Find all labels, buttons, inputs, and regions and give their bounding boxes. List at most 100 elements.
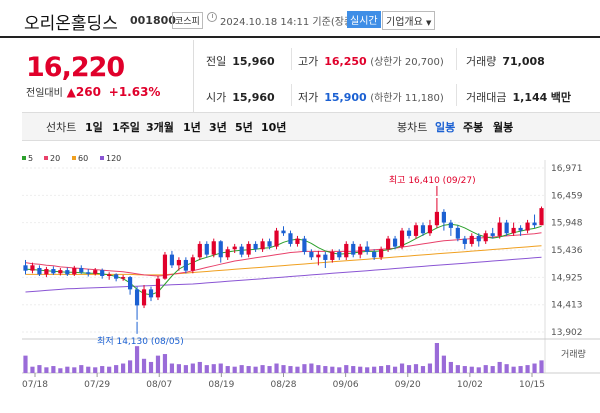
low-price: 저가 15,900 (하한가 11,180) [298, 89, 444, 105]
volume-bar [420, 366, 426, 373]
high-value: 16,250 [324, 55, 367, 68]
volume-bar [232, 366, 237, 373]
candle-body [100, 270, 105, 276]
volume-bar [386, 365, 391, 373]
volume-bar [93, 367, 98, 373]
volume-bar [406, 365, 412, 373]
volume-bar [30, 366, 35, 373]
candlesticks [23, 197, 544, 320]
tab-candle-monthly[interactable]: 월봉 [493, 121, 514, 134]
candle-body [497, 222, 502, 236]
candle-body [399, 230, 405, 247]
amount-label: 거래대금 [466, 91, 507, 104]
volume-bar [392, 366, 398, 373]
candle-body [330, 251, 335, 260]
y-axis: 16,971 16,459 15,948 15,436 14,925 14,413 13,9… [551, 164, 583, 338]
tab-candle-weekly[interactable]: 주봉 [463, 121, 484, 134]
upper-limit: (상한가 20,700) [370, 57, 444, 68]
prev-close-value: 15,960 [232, 55, 275, 68]
company-name[interactable]: 오리온홀딩스 [24, 14, 118, 34]
candle-body [511, 227, 516, 234]
candle-body [379, 249, 384, 258]
candle-body [23, 265, 28, 271]
volume-bar [330, 366, 335, 373]
candle-body [469, 235, 474, 244]
volume-bar [309, 363, 314, 373]
candle-body [65, 270, 70, 275]
high-label: 고가 [298, 55, 319, 68]
amount-unit: 백만 [550, 91, 572, 104]
candle-body [204, 243, 209, 255]
high-annotation: 최고 16,410 (09/27) [389, 175, 476, 186]
volume-bar [483, 365, 488, 373]
volume-bar [532, 363, 537, 373]
volume-bar [316, 365, 321, 373]
candle-body [274, 230, 279, 247]
volume-bar [23, 355, 28, 373]
volume-bar [539, 360, 544, 373]
tab-range-1d[interactable]: 1일 [85, 121, 103, 134]
volume-bar [107, 366, 112, 373]
x-tick-label: 10/15 [519, 380, 545, 390]
candle-body [386, 238, 391, 250]
x-tick-label: 09/20 [395, 380, 421, 390]
volume-bar [476, 367, 481, 373]
candle-body [114, 274, 119, 279]
up-arrow-icon: ▲ [66, 85, 76, 99]
volume-bar [190, 363, 195, 373]
candle-body [211, 241, 216, 255]
candle-body [253, 243, 258, 250]
y-tick-label: 14,925 [551, 273, 583, 283]
prev-close: 전일 15,960 [206, 53, 275, 69]
candle-body [295, 238, 300, 244]
candle-body [288, 233, 293, 244]
candle-body [309, 251, 314, 258]
volume-bar [448, 361, 453, 373]
candle-body [72, 267, 77, 275]
tab-range-5y[interactable]: 5년 [235, 121, 253, 134]
candle-body [37, 267, 42, 275]
candle-body [148, 289, 154, 298]
stock-code: 001800 [130, 14, 176, 27]
realtime-button[interactable]: 실시간 [347, 11, 381, 28]
legend-swatch [72, 156, 76, 160]
candle-body [225, 249, 230, 258]
tab-candle-daily[interactable]: 일봉 [435, 121, 456, 134]
company-overview-button[interactable]: 기업개요 ▼ [382, 11, 436, 30]
candle-body [455, 227, 460, 239]
volume-bar [148, 361, 154, 373]
volume-bar [204, 365, 209, 373]
tab-range-1w[interactable]: 1주일 [112, 121, 140, 134]
tab-range-1y[interactable]: 1년 [183, 121, 201, 134]
tab-range-3y[interactable]: 3년 [209, 121, 227, 134]
price-change: 전일대비 ▲260 +1.63% [26, 84, 160, 99]
change-amount: 260 [75, 85, 101, 99]
candle-body [358, 246, 363, 255]
x-tick-label: 10/02 [457, 380, 483, 390]
price-box: 16,220 전일대비 ▲260 +1.63% [22, 40, 192, 112]
volume-bar [295, 366, 300, 373]
volume-bar [497, 361, 502, 373]
high-price: 고가 16,250 (상한가 20,700) [298, 53, 444, 69]
candle-body [155, 278, 161, 298]
volume-bar [79, 365, 84, 373]
candle-body [434, 211, 440, 226]
volume-bar [253, 366, 258, 373]
x-tick-label: 07/29 [84, 380, 110, 390]
tab-range-3m[interactable]: 3개월 [146, 121, 174, 134]
volume-bar [379, 366, 384, 373]
candle-body [93, 270, 98, 274]
x-tick-label: 08/28 [271, 380, 297, 390]
candle-body [183, 259, 188, 271]
candle-body [232, 246, 237, 250]
volume-bar [469, 366, 474, 373]
candle-body [141, 289, 147, 306]
candle-body [504, 222, 509, 234]
tab-range-10y[interactable]: 10년 [261, 121, 287, 134]
volume-bar [218, 363, 223, 373]
volume-bar [365, 367, 370, 373]
candle-body [107, 274, 112, 276]
price-chart[interactable]: 5 20 60 120 16,971 16,459 15,948 15,436 14,925 1… [0, 140, 600, 409]
candle-body [30, 265, 35, 271]
volume-bar [176, 364, 181, 373]
